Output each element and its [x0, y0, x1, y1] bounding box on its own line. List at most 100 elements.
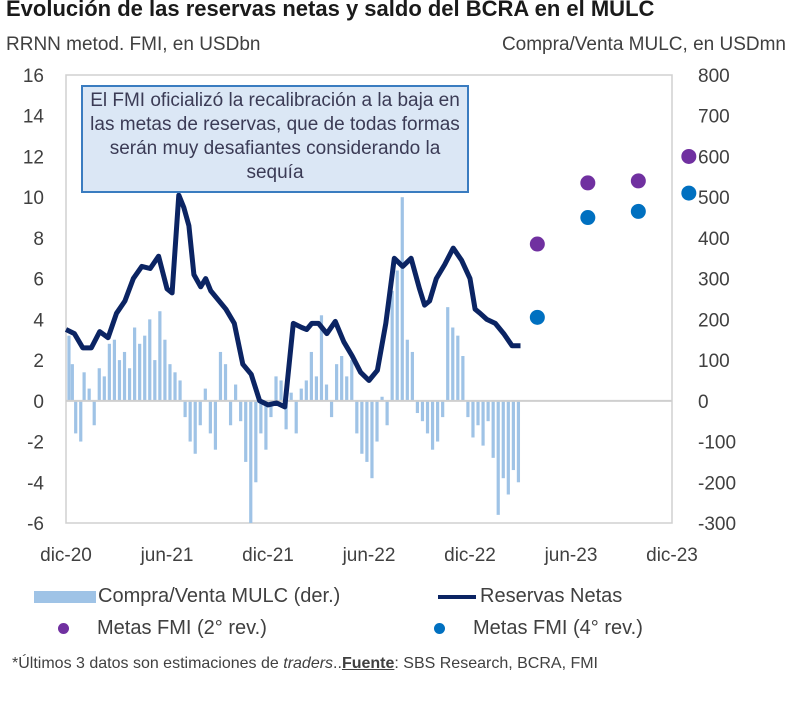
mulc-bar [456, 335, 460, 401]
mulc-bar [143, 335, 147, 401]
mulc-bar [340, 356, 344, 401]
mulc-bar [496, 400, 500, 515]
mulc-bar [203, 388, 207, 401]
right-tick-label: 500 [698, 188, 730, 209]
mulc-bar [102, 376, 106, 401]
left-tick-label: 16 [23, 66, 44, 87]
mulc-bar [67, 335, 71, 401]
metas-fmi-2-point [630, 173, 646, 189]
mulc-bar [117, 360, 122, 401]
mulc-bar [239, 400, 243, 422]
mulc-bar [516, 400, 521, 483]
left-axis-label: RRNN metod. FMI, en USDbn [6, 34, 261, 55]
footnote-italic: traders [283, 655, 334, 672]
mulc-bar [425, 400, 430, 434]
mulc-bar [234, 384, 238, 401]
mulc-bar [269, 400, 273, 418]
left-tick-label: 4 [33, 310, 44, 331]
source-text: : SBS Research, BCRA, FMI [394, 655, 598, 672]
reservas-netas-line [64, 192, 521, 410]
mulc-bar [501, 400, 505, 479]
chart-title: Evolución de las reservas netas y saldo … [6, 0, 655, 21]
mulc-bar [329, 400, 334, 418]
right-tick-label: 800 [698, 66, 730, 87]
right-tick-label: 0 [698, 392, 709, 413]
mulc-bar [405, 339, 409, 401]
legend-swatch-line [438, 594, 476, 599]
mulc-bar [74, 400, 78, 434]
mulc-bar [481, 400, 485, 446]
left-tick-label: -6 [27, 514, 44, 535]
mulc-bar [87, 388, 91, 401]
annotation-box: El FMI oficializó la recalibración a la … [81, 85, 469, 193]
mulc-bar [138, 343, 142, 401]
mulc-bar [294, 400, 298, 434]
right-tick-label: 600 [698, 147, 730, 168]
mulc-bar [436, 400, 440, 442]
mulc-bar [355, 400, 359, 434]
mulc-bar [410, 351, 414, 401]
x-tick-label: dic-21 [242, 545, 294, 566]
mulc-bar [79, 400, 83, 442]
mulc-bar [133, 327, 137, 401]
source-label: Fuente [341, 655, 395, 672]
legend-swatch-dot [434, 623, 445, 634]
mulc-bar [360, 400, 364, 454]
mulc-bar [309, 351, 313, 401]
x-tick-label: jun-21 [140, 545, 194, 566]
mulc-bar [420, 400, 425, 422]
mulc-bar [82, 372, 86, 401]
mulc-bar [153, 360, 157, 401]
mulc-bar [486, 400, 490, 422]
mulc-bar [335, 364, 339, 401]
metas-fmi-2-point [681, 148, 697, 164]
legend-swatch-bar [34, 590, 96, 603]
mulc-bar [168, 364, 172, 401]
mulc-bar [112, 339, 117, 401]
left-tick-label: 8 [33, 229, 44, 250]
mulc-bar [178, 380, 182, 401]
legend-label: Metas FMI (2° rev.) [97, 617, 267, 639]
mulc-bar [451, 327, 455, 401]
mulc-bar [193, 400, 197, 454]
mulc-bar [491, 400, 495, 458]
metas-fmi-2-point [580, 175, 596, 191]
x-tick-label: dic-22 [444, 545, 496, 566]
right-tick-label: -200 [698, 473, 736, 494]
mulc-bar [395, 270, 399, 401]
mulc-bar [466, 400, 470, 418]
mulc-bar [284, 400, 288, 430]
mulc-bar [259, 400, 263, 434]
mulc-bar [375, 400, 379, 442]
mulc-bar [127, 368, 132, 401]
mulc-bar [173, 372, 177, 401]
mulc-bar [70, 364, 74, 401]
mulc-bar [446, 307, 450, 401]
mulc-bar [218, 351, 223, 401]
metas-fmi-4-point [580, 210, 596, 226]
mulc-bar [254, 400, 258, 483]
footnote-mid: .. [333, 655, 342, 672]
right-tick-label: -300 [698, 514, 736, 535]
right-tick-label: 700 [698, 107, 730, 128]
left-tick-label: 14 [23, 107, 45, 128]
mulc-bar [228, 400, 233, 426]
left-tick-label: -2 [27, 433, 44, 454]
metas-fmi-4-point [681, 185, 697, 201]
mulc-bar [213, 400, 218, 450]
metas-fmi-4-point [529, 309, 545, 325]
mulc-bar [208, 400, 212, 434]
legend-swatch-dot [58, 623, 69, 634]
mulc-bar [244, 400, 248, 462]
x-tick-label: dic-20 [40, 545, 92, 566]
mulc-bar [122, 351, 127, 401]
legend-item-mulc: Compra/Venta MULC (der.) [34, 585, 340, 608]
left-tick-label: 10 [23, 188, 44, 209]
left-tick-label: -4 [27, 473, 44, 494]
legend-label: Metas FMI (4° rev.) [473, 617, 643, 639]
metas-fmi-2-point [529, 236, 545, 252]
mulc-bar [365, 400, 369, 462]
mulc-bar [92, 400, 96, 426]
mulc-bar [390, 290, 394, 401]
